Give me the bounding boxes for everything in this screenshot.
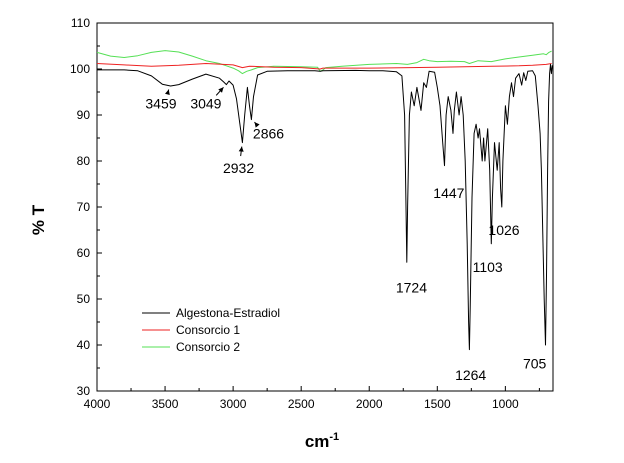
x-tick-label: 3500 xyxy=(152,397,179,411)
x-axis-title-superscript: -1 xyxy=(329,431,339,443)
peak-label: 2866 xyxy=(253,125,284,141)
peak-label: 3459 xyxy=(145,96,176,112)
x-axis-title: cm-1 xyxy=(305,431,339,451)
y-tick-label: 30 xyxy=(77,384,91,398)
series-line-0 xyxy=(97,63,553,351)
x-tick-label: 3000 xyxy=(220,397,247,411)
peak-label: 1447 xyxy=(433,185,464,201)
plot-frame xyxy=(96,22,554,392)
peak-arrow-head xyxy=(218,87,224,93)
series-line-2 xyxy=(96,50,552,75)
y-tick-label: 50 xyxy=(77,292,91,306)
peak-label: 2932 xyxy=(223,160,254,176)
peak-arrow-head xyxy=(238,146,244,152)
peak-label: 1103 xyxy=(473,259,503,275)
y-axis-title: % T xyxy=(29,204,48,235)
peak-label: 705 xyxy=(523,355,547,371)
series-line-1 xyxy=(96,63,552,70)
peak-annotations: 3459 3049 2932 2866 1724 1447 1264 1103 1026 705 xyxy=(145,87,547,383)
y-tick-label: 40 xyxy=(77,338,91,352)
x-tick-label: 2500 xyxy=(288,397,315,411)
peak-label: 3049 xyxy=(190,96,221,112)
y-tick-label: 90 xyxy=(77,108,91,122)
x-axis-title-base: cm xyxy=(305,432,330,451)
peak-label: 1724 xyxy=(396,280,427,296)
peak-label: 1264 xyxy=(455,367,486,383)
x-tick-label: 4000 xyxy=(84,397,111,411)
y-tick-label: 70 xyxy=(77,200,91,214)
peak-arrow-head xyxy=(165,89,170,95)
x-tick-label: 2000 xyxy=(356,397,383,411)
legend-label-1: Consorcio 1 xyxy=(176,323,240,337)
x-tick-label: 1500 xyxy=(424,397,451,411)
y-axis-ticks: 30 40 50 60 70 80 90 100 110 xyxy=(70,16,102,398)
series-layer xyxy=(96,50,553,351)
legend: Algestona-Estradiol Consorcio 1 Consorci… xyxy=(142,306,280,354)
legend-label-0: Algestona-Estradiol xyxy=(176,306,280,320)
y-tick-label: 80 xyxy=(77,154,91,168)
y-tick-label: 110 xyxy=(71,16,90,30)
peak-label: 1026 xyxy=(488,222,519,238)
x-tick-label: 1000 xyxy=(492,397,519,411)
y-tick-label: 60 xyxy=(77,246,91,260)
peak-arrow-head xyxy=(254,122,260,128)
x-axis-ticks: 4000 3500 3000 2500 2000 1500 1000 xyxy=(84,386,540,411)
y-tick-label: 100 xyxy=(70,62,90,76)
legend-label-2: Consorcio 2 xyxy=(176,340,240,354)
